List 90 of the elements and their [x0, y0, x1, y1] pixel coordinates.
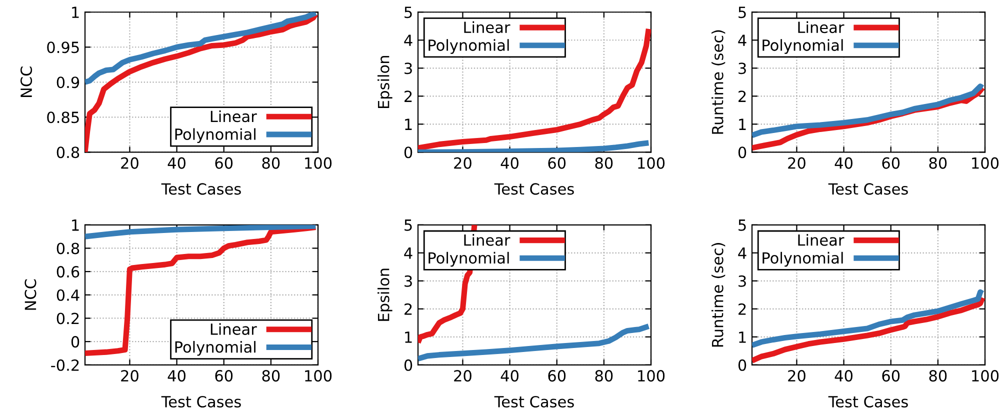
legend-label: Linear [210, 323, 257, 335]
y-tick-label: 0.8 [56, 146, 80, 158]
y-tick-label: 0 [404, 359, 412, 371]
y-tick-label: 0.4 [56, 289, 80, 301]
x-tick-label: 40 [500, 370, 518, 382]
x-tick-label: 80 [929, 370, 947, 382]
y-tick-label: 1 [739, 332, 746, 343]
y-tick-label: 3 [738, 62, 746, 74]
y-tick-label: 1 [405, 332, 412, 343]
y-tick-label: 1 [739, 118, 746, 130]
y-tick-label: 3 [404, 275, 412, 287]
x-axis-title: Test Cases [828, 183, 908, 195]
x-tick-label: 100 [305, 370, 332, 382]
y-tick-label: 0 [738, 359, 746, 371]
legend-label: Linear [798, 234, 844, 246]
x-tick-label: 60 [215, 157, 233, 169]
y-tick-label: 0.2 [56, 312, 79, 324]
x-tick-label: 60 [548, 157, 566, 169]
y-tick-label: 2 [738, 90, 746, 102]
x-tick-label: 20 [788, 157, 806, 169]
legend-label: Polynomial [428, 252, 509, 267]
y-axis-title: NCC [24, 279, 36, 310]
y-tick-label: 0 [404, 146, 412, 158]
x-tick-label: 100 [972, 157, 999, 169]
legend-label: Linear [210, 110, 257, 122]
y-tick-label: 0.85 [47, 112, 79, 124]
y-tick-label: -0.2 [51, 359, 79, 371]
legend-label: Polynomial [175, 340, 256, 356]
y-tick-label: 1 [72, 220, 79, 231]
x-tick-label: 40 [834, 157, 852, 169]
y-axis-title: NCC [20, 66, 32, 98]
legend-label: Polynomial [762, 39, 843, 54]
y-tick-label: 0.8 [56, 242, 80, 254]
x-tick-label: 80 [262, 370, 280, 382]
legend-label: Linear [798, 21, 844, 34]
y-tick-label: 5 [404, 220, 412, 231]
y-tick-label: 0 [71, 336, 80, 348]
y-tick-label: 5 [738, 220, 746, 231]
x-axis-title: Test Cases [161, 396, 241, 408]
x-tick-label: 100 [305, 157, 332, 169]
y-tick-label: 0.95 [47, 42, 79, 54]
x-tick-label: 80 [929, 157, 947, 169]
x-tick-label: 60 [882, 157, 900, 169]
x-axis-title: Test Cases [828, 396, 908, 408]
x-axis-title: Test Cases [494, 183, 574, 195]
x-tick-label: 40 [500, 157, 518, 169]
y-tick-label: 2 [738, 303, 746, 315]
y-axis-title: Epsilon [378, 56, 392, 108]
y-tick-label: 3 [404, 62, 412, 74]
x-axis-title: Test Cases [161, 183, 241, 195]
x-tick-label: 60 [215, 370, 233, 382]
y-tick-label: 4 [404, 248, 412, 259]
y-tick-label: 1 [405, 118, 412, 130]
x-axis-title: Test Cases [494, 396, 574, 408]
y-axis-title: Runtime (sec) [712, 30, 726, 134]
y-tick-label: 0.9 [56, 76, 80, 88]
legend-label: Polynomial [175, 128, 256, 143]
x-tick-label: 40 [168, 370, 186, 382]
y-tick-label: 0.6 [56, 266, 80, 278]
y-tick-label: 4 [738, 34, 746, 46]
x-tick-label: 80 [262, 157, 280, 169]
x-tick-label: 80 [595, 157, 613, 169]
y-tick-label: 4 [738, 248, 746, 259]
legend-label: Linear [464, 234, 510, 246]
legend-label: Polynomial [762, 252, 843, 267]
legend-label: Polynomial [428, 39, 509, 54]
x-tick-label: 20 [788, 370, 806, 382]
x-tick-label: 100 [972, 370, 999, 382]
y-tick-label: 3 [738, 275, 746, 287]
y-tick-label: 4 [404, 34, 412, 46]
x-tick-label: 60 [548, 370, 566, 382]
y-tick-label: 5 [404, 6, 412, 18]
x-tick-label: 20 [454, 370, 472, 382]
y-tick-label: 2 [404, 90, 412, 102]
x-tick-label: 100 [638, 370, 665, 382]
y-tick-label: 1 [72, 6, 79, 18]
y-tick-label: 0 [738, 146, 746, 158]
y-axis-title: Runtime (sec) [712, 243, 726, 347]
x-tick-label: 20 [454, 157, 472, 169]
x-tick-label: 20 [121, 157, 138, 169]
legend-label: Linear [464, 21, 510, 34]
x-tick-label: 40 [168, 157, 186, 169]
x-tick-label: 40 [834, 370, 852, 382]
x-tick-label: 60 [882, 370, 900, 382]
x-tick-label: 80 [595, 370, 613, 382]
y-tick-label: 5 [738, 6, 746, 18]
x-tick-label: 100 [638, 157, 665, 169]
y-tick-label: 2 [404, 303, 412, 315]
x-tick-label: 20 [121, 370, 138, 382]
y-axis-title: Epsilon [378, 268, 392, 321]
